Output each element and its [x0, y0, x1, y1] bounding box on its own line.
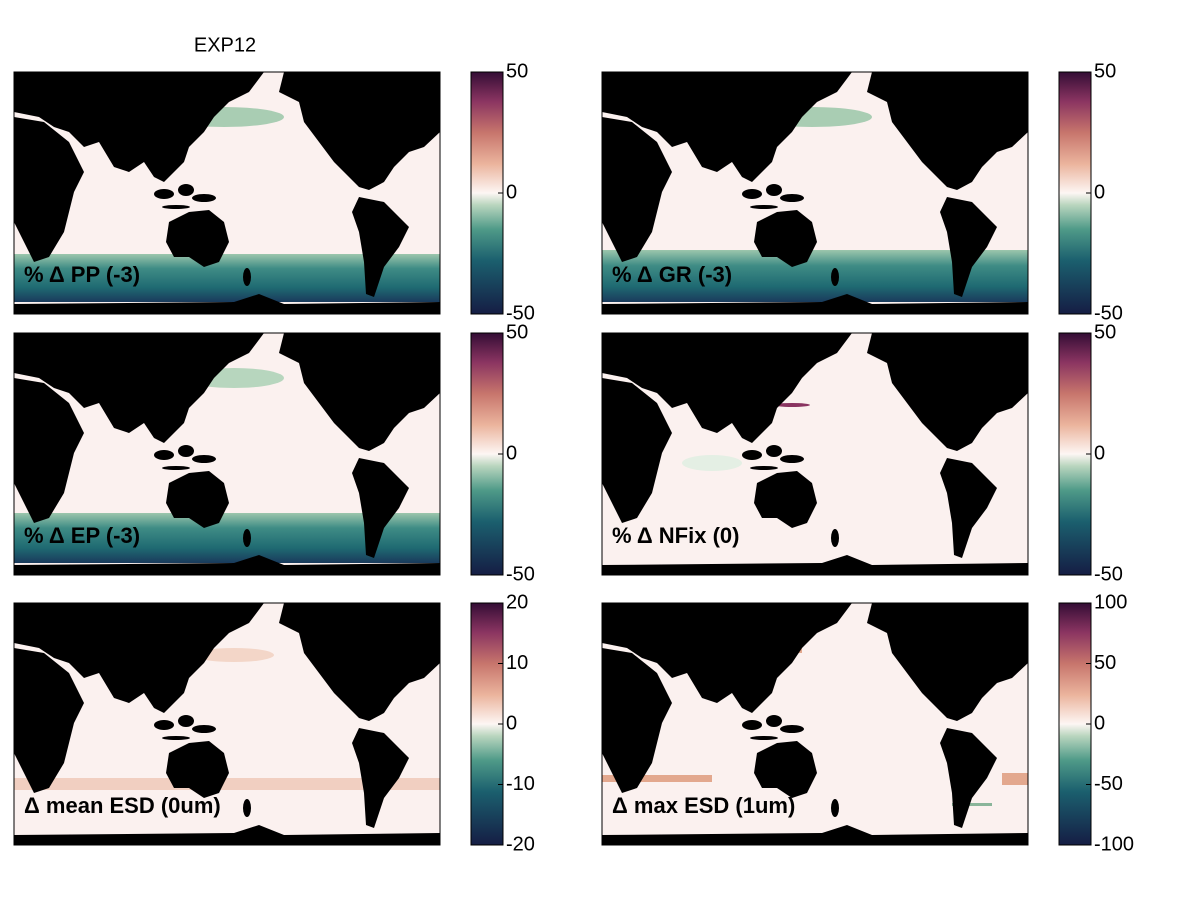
colorbar-tick-label: -50 [1094, 302, 1123, 324]
map-panel [602, 72, 1028, 314]
panel-label: % Δ NFix (0) [612, 523, 739, 548]
map-frame [601, 602, 1029, 846]
panel-label: % Δ PP (-3) [24, 262, 140, 287]
colorbar-tick-label: 0 [1094, 442, 1105, 464]
colorbar-tick-label: 0 [1094, 181, 1105, 203]
panel-label: Δ max ESD (1um) [612, 793, 795, 818]
map-frame [13, 602, 441, 846]
colorbar-tick-label: -20 [506, 833, 535, 855]
colorbar-tick-label: 0 [506, 712, 517, 734]
map-panel [14, 333, 440, 575]
map-panel [14, 603, 440, 845]
colorbar-tick-label: 50 [1094, 60, 1116, 82]
figure-title: EXP12 [194, 34, 256, 56]
map-panel [602, 333, 1028, 575]
colorbar-tick-label: 0 [506, 181, 517, 203]
colorbar-tick-label: 100 [1094, 591, 1127, 613]
map-frame [13, 332, 441, 576]
colorbar-tick-label: 50 [506, 321, 528, 343]
map-frame [601, 332, 1029, 576]
colorbar-tick-label: -100 [1094, 833, 1134, 855]
map-frame [13, 71, 441, 315]
panel-label: Δ mean ESD (0um) [24, 793, 221, 818]
colorbar-tick-label: -50 [1094, 563, 1123, 585]
map-panel [14, 72, 440, 314]
colorbar [470, 332, 504, 576]
colorbar-tick-label: 20 [506, 591, 528, 613]
colorbar-tick-label: 50 [1094, 652, 1116, 674]
colorbar-tick-label: -50 [506, 563, 535, 585]
colorbar [470, 602, 504, 846]
colorbar-tick-label: -10 [506, 773, 535, 795]
colorbar-tick-label: 0 [1094, 712, 1105, 734]
panel-label: % Δ GR (-3) [612, 262, 732, 287]
panel-label: % Δ EP (-3) [24, 523, 140, 548]
colorbar [1058, 332, 1092, 576]
colorbar-tick-label: -50 [506, 302, 535, 324]
map-frame [601, 71, 1029, 315]
colorbar-tick-label: 50 [506, 60, 528, 82]
colorbar-tick-label: 10 [506, 652, 528, 674]
colorbar-tick-label: 0 [506, 442, 517, 464]
map-panel [602, 603, 1028, 845]
colorbar-tick-label: 50 [1094, 321, 1116, 343]
colorbar-tick-label: -50 [1094, 773, 1123, 795]
